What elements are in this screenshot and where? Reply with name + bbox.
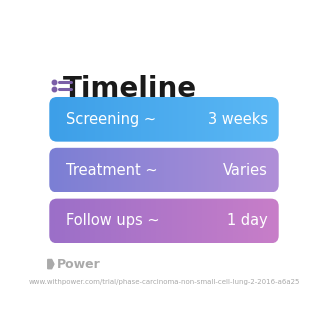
Text: Follow ups ~: Follow ups ~ — [66, 214, 160, 229]
Text: www.withpower.com/trial/phase-carcinoma-non-small-cell-lung-2-2016-a6a25: www.withpower.com/trial/phase-carcinoma-… — [28, 279, 300, 285]
Text: 1 day: 1 day — [227, 214, 268, 229]
Text: Screening ~: Screening ~ — [66, 112, 156, 127]
Text: 3 weeks: 3 weeks — [208, 112, 268, 127]
FancyBboxPatch shape — [49, 148, 279, 193]
FancyBboxPatch shape — [49, 198, 279, 243]
Text: Timeline: Timeline — [63, 75, 197, 103]
Polygon shape — [48, 259, 54, 269]
Text: Treatment ~: Treatment ~ — [66, 163, 158, 178]
Text: Varies: Varies — [223, 163, 268, 178]
FancyBboxPatch shape — [49, 97, 279, 142]
Text: Power: Power — [57, 258, 101, 270]
